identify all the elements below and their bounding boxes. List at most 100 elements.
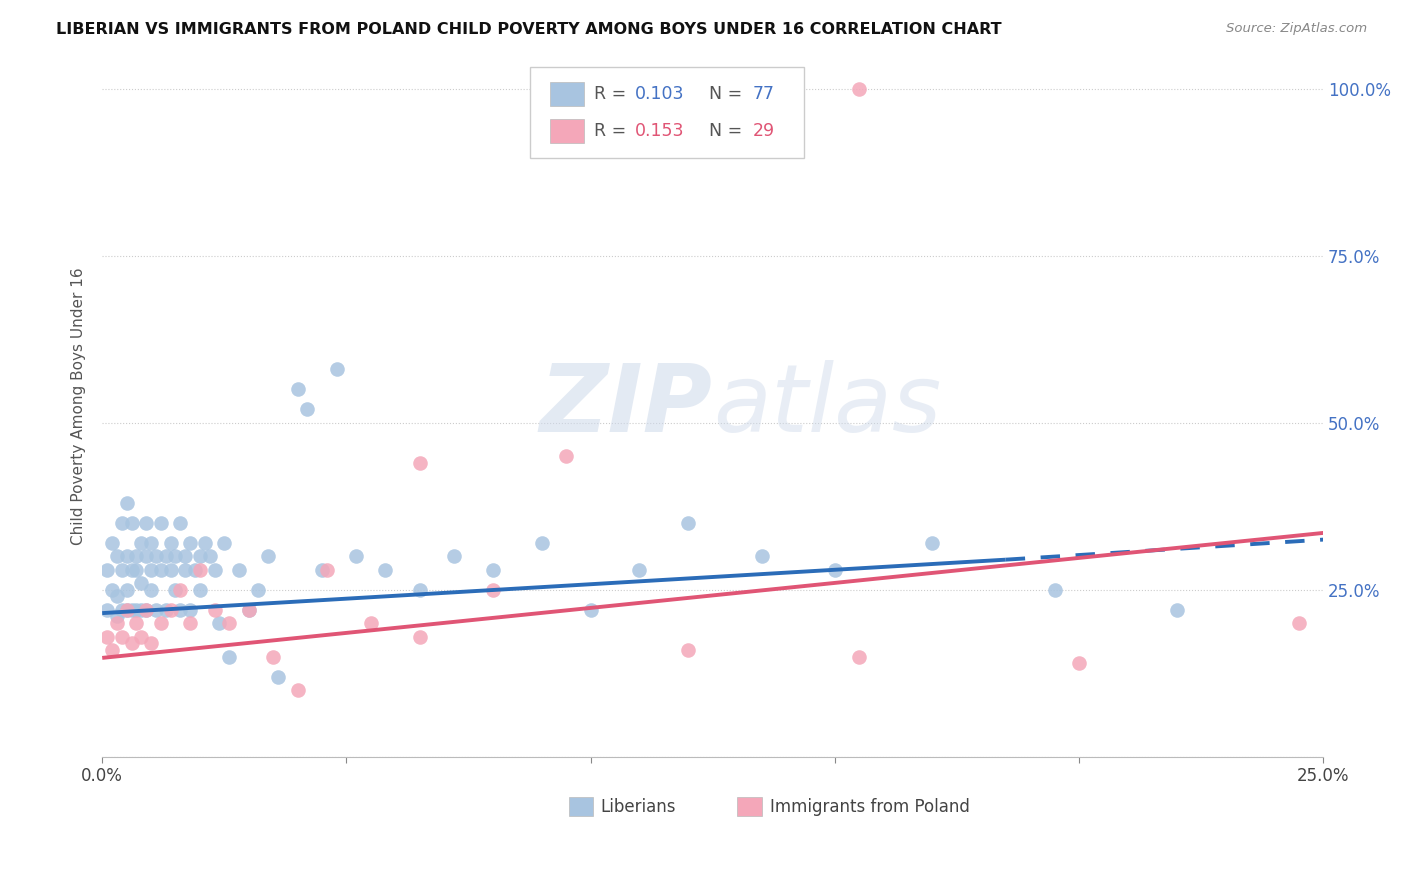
Point	[159, 563, 181, 577]
Point	[115, 603, 138, 617]
Point	[101, 536, 124, 550]
Point	[145, 549, 167, 564]
FancyBboxPatch shape	[737, 797, 762, 815]
Point	[115, 603, 138, 617]
Point	[443, 549, 465, 564]
Point	[287, 683, 309, 698]
Text: Liberians: Liberians	[600, 797, 676, 815]
Point	[159, 536, 181, 550]
Text: N =: N =	[697, 85, 748, 103]
Point	[121, 636, 143, 650]
Y-axis label: Child Poverty Among Boys Under 16: Child Poverty Among Boys Under 16	[72, 268, 86, 545]
Point	[139, 636, 162, 650]
Point	[482, 563, 505, 577]
Point	[408, 456, 430, 470]
Point	[208, 616, 231, 631]
Point	[96, 603, 118, 617]
Point	[678, 516, 700, 530]
Point	[1166, 603, 1188, 617]
Point	[188, 549, 211, 564]
Text: 29: 29	[754, 122, 775, 140]
Point	[579, 603, 602, 617]
Point	[169, 582, 191, 597]
Point	[287, 382, 309, 396]
Point	[408, 630, 430, 644]
Point	[135, 603, 157, 617]
FancyBboxPatch shape	[550, 120, 585, 143]
Point	[111, 603, 134, 617]
Point	[121, 563, 143, 577]
Point	[174, 549, 197, 564]
Point	[105, 616, 128, 631]
Point	[311, 563, 333, 577]
Text: 77: 77	[754, 85, 775, 103]
Point	[628, 563, 651, 577]
Point	[159, 603, 181, 617]
Point	[1288, 616, 1310, 631]
Point	[194, 536, 217, 550]
Point	[174, 563, 197, 577]
Point	[262, 649, 284, 664]
Point	[129, 603, 152, 617]
Point	[247, 582, 270, 597]
Point	[360, 616, 382, 631]
Point	[179, 603, 201, 617]
Point	[179, 616, 201, 631]
Point	[238, 603, 260, 617]
Point	[228, 563, 250, 577]
Point	[184, 563, 207, 577]
Point	[374, 563, 396, 577]
Point	[179, 536, 201, 550]
Point	[218, 616, 240, 631]
Text: ZIP: ZIP	[540, 360, 713, 452]
FancyBboxPatch shape	[550, 82, 585, 106]
Point	[848, 81, 870, 95]
Point	[125, 616, 148, 631]
Point	[105, 609, 128, 624]
Point	[198, 549, 221, 564]
Point	[678, 643, 700, 657]
Point	[101, 643, 124, 657]
Point	[169, 516, 191, 530]
Point	[149, 563, 172, 577]
Point	[111, 630, 134, 644]
Point	[188, 563, 211, 577]
Point	[149, 516, 172, 530]
Point	[96, 563, 118, 577]
Point	[204, 603, 226, 617]
Point	[315, 563, 337, 577]
Point	[111, 563, 134, 577]
Point	[169, 603, 191, 617]
Point	[115, 496, 138, 510]
Text: R =: R =	[595, 122, 631, 140]
Point	[1067, 657, 1090, 671]
Point	[921, 536, 943, 550]
Point	[848, 649, 870, 664]
Point	[482, 582, 505, 597]
Point	[155, 549, 177, 564]
Point	[204, 563, 226, 577]
Point	[105, 590, 128, 604]
Point	[125, 603, 148, 617]
Text: LIBERIAN VS IMMIGRANTS FROM POLAND CHILD POVERTY AMONG BOYS UNDER 16 CORRELATION: LIBERIAN VS IMMIGRANTS FROM POLAND CHILD…	[56, 22, 1002, 37]
Point	[129, 576, 152, 591]
Point	[129, 630, 152, 644]
Point	[125, 549, 148, 564]
FancyBboxPatch shape	[530, 67, 804, 158]
Point	[344, 549, 367, 564]
Text: Immigrants from Poland: Immigrants from Poland	[770, 797, 970, 815]
Point	[555, 449, 578, 463]
Point	[139, 536, 162, 550]
Point	[751, 549, 773, 564]
Point	[530, 536, 553, 550]
Point	[121, 516, 143, 530]
Point	[145, 603, 167, 617]
Text: Source: ZipAtlas.com: Source: ZipAtlas.com	[1226, 22, 1367, 36]
Point	[188, 582, 211, 597]
Point	[267, 670, 290, 684]
Point	[165, 582, 187, 597]
Point	[214, 536, 236, 550]
Point	[238, 603, 260, 617]
Point	[1043, 582, 1066, 597]
Point	[824, 563, 846, 577]
